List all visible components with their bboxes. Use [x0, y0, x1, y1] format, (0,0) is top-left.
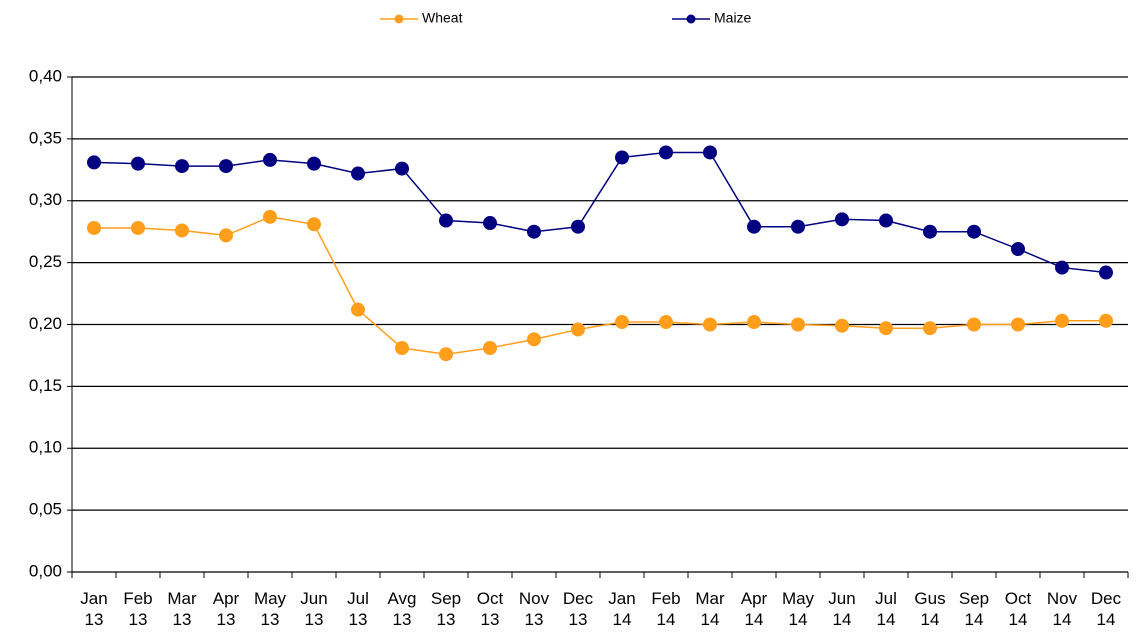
data-point — [791, 219, 805, 234]
data-point — [747, 315, 761, 330]
data-point — [527, 224, 541, 239]
y-tick-label: 0,25 — [29, 252, 62, 271]
x-tick-label: Mar 13 — [167, 589, 197, 629]
data-point — [263, 209, 277, 224]
data-point — [923, 224, 937, 239]
series-line — [93, 151, 1107, 274]
x-tick-label: Oct 14 — [1004, 589, 1032, 629]
x-tick-label: Feb 14 — [651, 589, 681, 629]
x-tick-label: Nov 14 — [1046, 589, 1078, 629]
x-tick-label: Jan 14 — [608, 589, 636, 629]
data-point — [483, 216, 497, 231]
data-point — [439, 347, 453, 362]
data-point — [175, 223, 189, 238]
data-point — [483, 341, 497, 356]
data-point — [307, 156, 321, 171]
data-point — [395, 161, 409, 176]
x-tick-label: Jun 14 — [828, 589, 856, 629]
data-point — [351, 166, 365, 181]
x-tick-label: Nov 13 — [518, 589, 550, 629]
data-point — [659, 145, 673, 160]
y-tick-label: 0,00 — [29, 561, 62, 580]
y-tick-label: 0,05 — [29, 500, 62, 519]
x-tick-label: Mar 14 — [695, 589, 725, 629]
data-point — [923, 321, 937, 336]
data-point — [659, 315, 673, 330]
x-tick-label: May 14 — [781, 589, 815, 629]
data-point — [1099, 313, 1113, 328]
y-tick-label: 0,40 — [29, 66, 62, 85]
series-line — [94, 216, 1106, 355]
x-tick-label: Jul 14 — [875, 589, 897, 629]
data-point — [527, 332, 541, 347]
x-tick-label: Jan 13 — [80, 589, 108, 629]
data-point — [835, 212, 849, 227]
y-tick-label: 0,10 — [29, 438, 62, 457]
data-point — [87, 220, 101, 235]
legend-label: Maize — [714, 10, 752, 26]
data-point — [351, 302, 365, 317]
data-point — [571, 322, 585, 337]
data-point — [879, 213, 893, 228]
data-point — [747, 219, 761, 234]
data-point — [219, 228, 233, 243]
data-point — [879, 321, 893, 336]
x-tick-label: Jul 13 — [347, 589, 369, 629]
data-point — [1055, 313, 1069, 328]
data-point — [1055, 260, 1069, 275]
data-point — [1011, 242, 1025, 257]
legend-label: Wheat — [422, 10, 463, 26]
data-point — [615, 150, 629, 165]
data-point — [395, 341, 409, 356]
x-tick-label: Oct 13 — [476, 589, 504, 629]
data-point — [703, 145, 717, 160]
data-point — [307, 217, 321, 232]
x-tick-label: Dec 14 — [1090, 589, 1122, 629]
legend-marker — [686, 14, 696, 24]
x-tick-label: Sep 14 — [958, 589, 990, 629]
data-point — [219, 159, 233, 174]
data-point — [131, 156, 145, 171]
data-point — [967, 224, 981, 239]
data-point — [263, 152, 277, 167]
data-point — [835, 318, 849, 333]
x-tick-label: Avg 13 — [387, 589, 417, 629]
y-tick-label: 0,30 — [29, 190, 62, 209]
y-tick-label: 0,35 — [29, 128, 62, 147]
data-point — [87, 155, 101, 170]
data-point — [571, 219, 585, 234]
data-point — [1099, 265, 1113, 280]
x-tick-label: Feb 13 — [123, 589, 153, 629]
data-point — [1011, 317, 1025, 332]
x-tick-label: Apr 14 — [740, 589, 768, 629]
data-point — [703, 317, 717, 332]
y-tick-label: 0,15 — [29, 376, 62, 395]
x-tick-label: Jun 13 — [300, 589, 328, 629]
x-tick-label: Sep 13 — [430, 589, 462, 629]
y-tick-label: 0,20 — [29, 314, 62, 333]
data-point — [175, 159, 189, 174]
x-tick-label: Dec 13 — [562, 589, 594, 629]
x-tick-label: Apr 13 — [212, 589, 240, 629]
data-point — [615, 315, 629, 330]
data-point — [967, 317, 981, 332]
legend-marker — [394, 14, 404, 24]
data-point — [791, 317, 805, 332]
data-point — [439, 213, 453, 228]
data-point — [131, 220, 145, 235]
x-tick-label: Gus 14 — [914, 589, 946, 629]
x-tick-label: May 13 — [253, 589, 287, 629]
